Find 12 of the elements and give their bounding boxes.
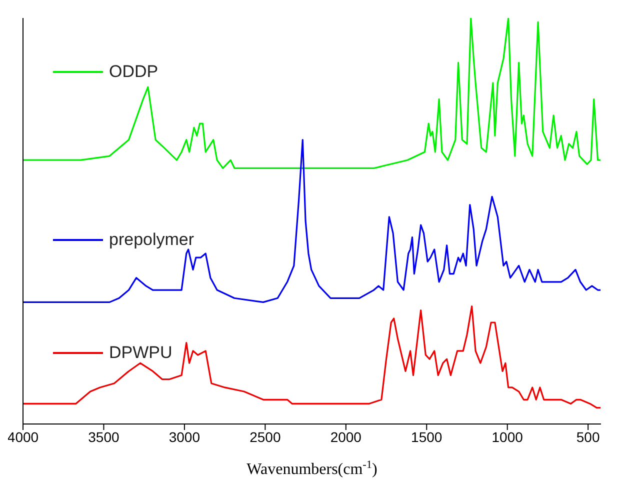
legend-label: prepolymer bbox=[109, 230, 194, 250]
x-tick-label: 500 bbox=[576, 428, 600, 445]
x-tick-label: 3000 bbox=[168, 428, 200, 445]
x-tick-label: 3500 bbox=[88, 428, 120, 445]
legend-label: ODDP bbox=[109, 62, 158, 82]
x-tick-label: 1500 bbox=[411, 428, 442, 445]
x-tick-label: 2000 bbox=[330, 428, 362, 445]
x-tick-label: 1000 bbox=[492, 428, 524, 445]
x-tick-label: 4000 bbox=[7, 428, 39, 445]
legend-label: DPWPU bbox=[109, 343, 172, 363]
x-axis-title: Wavenumbers(cm$^{-1}$) bbox=[246, 459, 378, 478]
x-tick-label: 2500 bbox=[250, 428, 281, 445]
